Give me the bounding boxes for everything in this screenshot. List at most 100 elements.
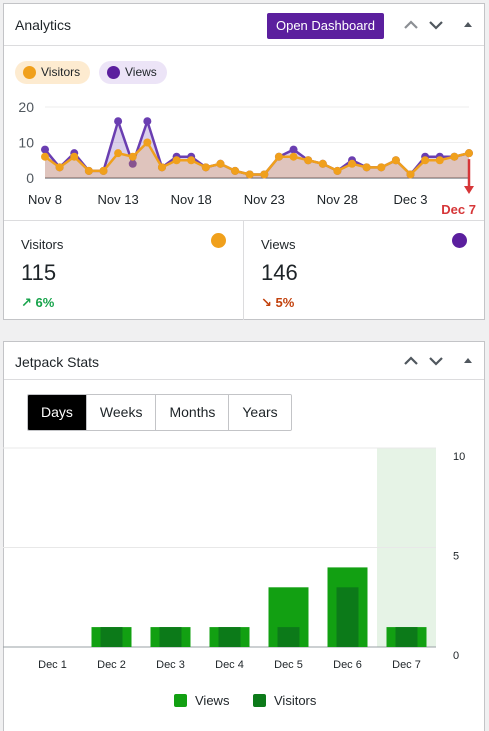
tab-months[interactable]: Months [156,395,230,430]
tab-weeks[interactable]: Weeks [86,395,157,430]
data-point-visitors [406,170,415,179]
chevron-down-icon[interactable] [426,351,446,371]
data-point-visitors [55,163,64,172]
visitors-stat: Visitors 115 ↗ 6% [4,220,244,320]
chevron-down-icon[interactable] [426,15,446,35]
data-point-visitors [435,156,444,165]
data-point-views [128,159,137,168]
data-point-visitors [465,149,473,158]
analytics-panel: Analytics Open Dashboard Visitors Views … [3,3,485,320]
x-tick-label: Nov 13 [98,192,139,207]
arrow-down-icon [464,186,474,194]
legend-views[interactable]: Views [99,61,167,84]
x-tick-label: Nov 23 [244,192,285,207]
data-point-visitors [450,152,459,161]
collapse-toggle-icon[interactable] [458,351,478,371]
bar-visitors [336,587,359,647]
data-point-visitors [348,159,357,168]
open-dashboard-button[interactable]: Open Dashboard [266,13,384,39]
bar-visitors [395,627,418,647]
visitors-dot-icon [23,66,36,79]
views-stat-label: Views [261,237,296,252]
data-point-visitors [362,163,371,172]
x-tick-label: Dec 3 [394,192,428,207]
data-point-visitors [143,138,152,147]
jetpack-header: Jetpack Stats [4,342,484,380]
y-tick-label: 0 [26,170,34,186]
data-point-visitors [289,152,298,161]
data-point-visitors [157,163,166,172]
x-tick-label: Dec 3 [156,659,185,671]
tab-days[interactable]: Days [28,395,87,430]
analytics-header: Analytics Open Dashboard [4,4,484,46]
x-tick-label: Nov 8 [28,192,62,207]
visitors-stat-change: ↗ 6% [21,295,55,310]
data-point-visitors [304,156,313,165]
legend-views-label: Views [195,693,230,708]
chevron-up-icon[interactable] [401,351,421,371]
collapse-toggle-icon[interactable] [458,15,478,35]
data-point-views [114,117,123,126]
bar-visitors [218,627,241,647]
visitors-stat-value: 115 [21,260,57,285]
x-tick-label: Dec 6 [333,659,362,671]
bar-visitors [100,627,123,647]
data-point-visitors [41,152,49,161]
legend-views-swatch [174,694,187,707]
data-point-visitors [84,166,93,175]
data-point-visitors [201,163,210,172]
arrow-up-right-icon: ↗ [21,295,32,310]
legend-visitors-swatch [253,694,266,707]
tab-years[interactable]: Years [229,395,291,430]
data-point-visitors [260,170,269,179]
y-tick-label: 5 [453,551,459,563]
x-tick-label: Dec 7 [392,659,421,671]
y-tick-label: 10 [453,451,465,463]
bar-visitors [159,627,182,647]
data-point-visitors [114,149,123,158]
bar-visitors [277,627,300,647]
data-point-views [41,145,49,154]
data-point-visitors [187,156,196,165]
x-tick-label: Dec 1 [38,659,67,671]
data-point-visitors [421,156,430,165]
x-tick-label: Nov 28 [317,192,358,207]
legend-visitors[interactable]: Visitors [15,61,91,84]
data-point-views [289,145,298,154]
data-point-visitors [231,166,240,175]
views-stat: Views 146 ↘ 5% [244,220,484,320]
jetpack-title: Jetpack Stats [15,354,100,370]
data-point-visitors [318,159,327,168]
jetpack-bar-chart: 10 5 0 Dec 1 Dec 2 Dec 3 Dec 4 Dec 5 Dec 6 Dec 7 V… [3,447,465,708]
y-tick-label: 10 [18,135,34,151]
legend-visitors-label: Visitors [41,65,81,79]
y-tick-label: 0 [453,650,459,662]
data-point-visitors [172,156,181,165]
data-point-visitors [70,152,79,161]
x-tick-label: Dec 5 [274,659,303,671]
x-tick-label: Nov 18 [171,192,212,207]
y-tick-label: 20 [18,99,34,115]
views-stat-value: 146 [261,260,298,285]
highlight-date-label: Dec 7 [441,202,476,217]
data-point-visitors [377,163,386,172]
visitors-stat-label: Visitors [21,237,64,252]
data-point-views [143,117,152,126]
data-point-visitors [391,156,400,165]
analytics-title: Analytics [15,17,72,33]
views-stat-change: ↘ 5% [261,295,295,310]
views-stat-dot-icon [452,233,467,248]
data-point-visitors [245,170,254,179]
visitors-stat-dot-icon [211,233,226,248]
legend-visitors-label: Visitors [274,693,317,708]
data-point-visitors [128,152,137,161]
data-point-visitors [99,166,108,175]
data-point-visitors [274,152,283,161]
analytics-line-chart: 20 10 0 Nov 8 Nov 13 Nov 18 Nov 23 Nov 28 Dec 3 D… [18,99,476,217]
series-area-visitors [45,142,469,178]
divider [4,220,484,221]
x-tick-label: Dec 4 [215,659,244,671]
chevron-up-icon[interactable] [401,15,421,35]
period-tabs: Days Weeks Months Years [27,394,292,431]
legend-views-label: Views [125,65,157,79]
